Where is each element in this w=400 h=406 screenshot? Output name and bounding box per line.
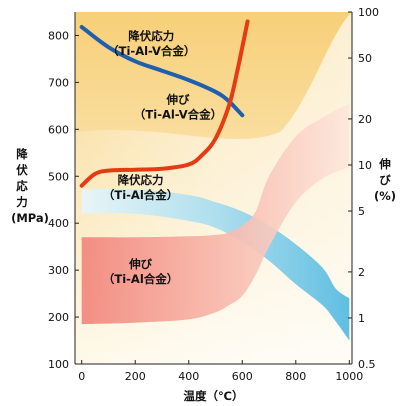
annotation-line: （Ti-Al-V合金） bbox=[134, 108, 222, 122]
series-band-3 bbox=[81, 103, 350, 325]
series-band-2 bbox=[81, 189, 350, 341]
series-line-0 bbox=[79, 25, 245, 118]
y-right-tick-label: 50 bbox=[358, 52, 372, 65]
series-line-1 bbox=[79, 19, 250, 188]
y-right-tick-label: 100 bbox=[358, 6, 379, 19]
y-axis-left-label: 降伏応力 (MPa) bbox=[11, 147, 49, 225]
y-right-tick-label: 5 bbox=[358, 205, 365, 218]
annotation-line: （Ti-Al合金） bbox=[103, 188, 178, 202]
y-left-label-line: (MPa) bbox=[11, 211, 49, 225]
y-left-tick-label: 700 bbox=[48, 76, 69, 89]
y-right-label-line: 伸 bbox=[378, 157, 391, 171]
y-left-tick-label: 400 bbox=[48, 217, 69, 230]
y-right-tick-label: 0.5 bbox=[358, 358, 376, 371]
y-left-label-line: 伏 bbox=[16, 163, 28, 177]
series-annotation-0: 降伏応力（Ti-Al-V合金） bbox=[107, 29, 195, 58]
y-left-tick-label: 600 bbox=[48, 123, 69, 136]
annotation-line: 降伏応力 bbox=[128, 29, 174, 43]
y-right-tick-label: 2 bbox=[358, 266, 365, 279]
y-right-tick-label: 10 bbox=[358, 159, 372, 172]
y-left-tick-label: 300 bbox=[48, 264, 69, 277]
x-tick-label: 400 bbox=[178, 370, 199, 383]
x-tick-label: 800 bbox=[285, 370, 306, 383]
annotation-line: 降伏応力 bbox=[118, 173, 164, 187]
y-left-tick-label: 200 bbox=[48, 311, 69, 324]
x-tick-label: 1000 bbox=[335, 370, 363, 383]
y-left-tick-label: 500 bbox=[48, 170, 69, 183]
y-left-label-line: 力 bbox=[16, 195, 28, 209]
y-right-tick-label: 1 bbox=[358, 312, 365, 325]
x-tick-label: 600 bbox=[232, 370, 253, 383]
annotation-line: 伸び bbox=[128, 257, 152, 271]
series-annotation-2: 降伏応力（Ti-Al合金） bbox=[103, 173, 178, 202]
y-left-tick-label: 800 bbox=[48, 29, 69, 42]
y-left-label-line: 降 bbox=[16, 147, 28, 161]
x-tick-label: 0 bbox=[78, 370, 85, 383]
y-right-tick-label: 20 bbox=[358, 113, 372, 126]
annotation-line: 伸び bbox=[166, 93, 190, 107]
annotation-line: （Ti-Al合金） bbox=[103, 272, 178, 286]
y-right-label-line: (%) bbox=[374, 189, 396, 203]
annotation-line: （Ti-Al-V合金） bbox=[107, 44, 195, 58]
y-left-tick-label: 100 bbox=[48, 358, 69, 371]
x-tick-label: 200 bbox=[125, 370, 146, 383]
series-annotation-1: 伸び（Ti-Al-V合金） bbox=[134, 93, 222, 122]
y-left-label-line: 応 bbox=[16, 179, 28, 193]
x-axis-label: 温度（℃） bbox=[184, 389, 244, 403]
series-annotation-3: 伸び（Ti-Al合金） bbox=[103, 257, 178, 286]
y-right-label-line: び bbox=[379, 173, 391, 187]
y-axis-right-label: 伸び (%) bbox=[374, 157, 396, 203]
